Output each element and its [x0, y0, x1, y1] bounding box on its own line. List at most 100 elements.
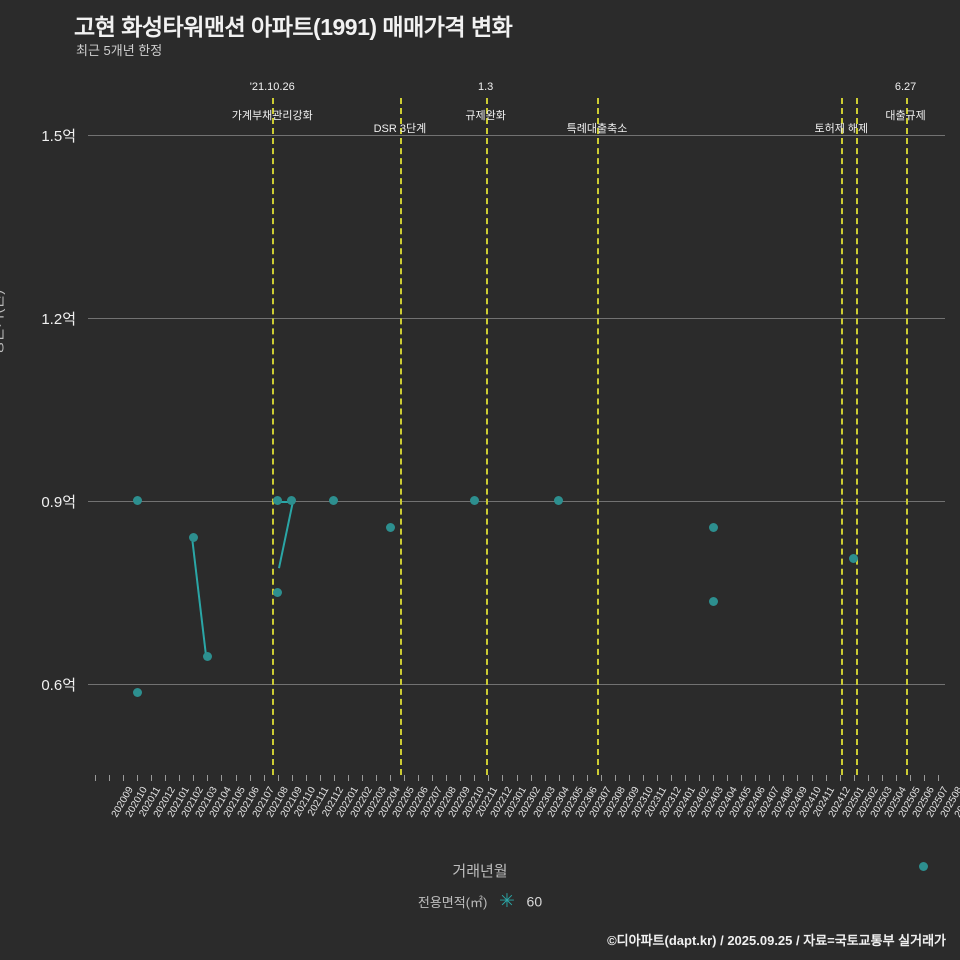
x-axis-tick [193, 775, 195, 781]
x-axis-tick [671, 775, 673, 781]
y-axis-tick-label: 0.6억 [41, 676, 76, 694]
x-axis-tick [741, 775, 743, 781]
x-axis-tick [235, 775, 237, 781]
x-axis-tick [319, 775, 321, 781]
legend-value: 60 [526, 893, 543, 910]
event-label-bottom: 토허제 해제 [814, 123, 869, 135]
x-axis-title: 거래년월 [452, 863, 508, 880]
x-axis-tick [797, 775, 799, 781]
legend: 전용면적(㎡) ✳ 60 [0, 892, 960, 911]
data-point[interactable] [329, 496, 339, 506]
x-axis-tick [811, 775, 813, 781]
x-axis-tick [530, 775, 532, 781]
x-axis-tick [614, 775, 616, 781]
series-line-segment [277, 500, 294, 569]
y-axis-tick-label: 0.9억 [41, 493, 76, 511]
y-axis-tick-label: 1.2억 [41, 310, 76, 328]
data-point[interactable] [132, 496, 142, 506]
x-axis-tick [95, 775, 97, 781]
data-point[interactable] [202, 651, 212, 661]
data-point[interactable] [273, 496, 283, 506]
event-label-bottom: 규제완화 [465, 110, 506, 122]
x-axis-tick [432, 775, 434, 781]
event-line-event-5 [841, 98, 844, 775]
event-line-event-4 [597, 98, 600, 775]
x-axis-tick [502, 775, 504, 781]
data-point[interactable] [132, 688, 142, 698]
event-label-bottom: 특례대출축소 [566, 123, 628, 135]
x-axis-tick [137, 775, 139, 781]
x-axis-tick [404, 775, 406, 781]
x-axis-tick [937, 775, 939, 781]
x-axis-tick [277, 775, 279, 781]
x-axis-tick [151, 775, 153, 781]
event-label-top: 1.3 [477, 81, 494, 93]
data-point[interactable] [554, 496, 564, 506]
event-label-bottom: 가계부채관리강화 [231, 110, 313, 122]
x-axis-tick [628, 775, 630, 781]
x-axis-tick [642, 775, 644, 781]
x-axis-tick [656, 775, 658, 781]
x-axis-tick [825, 775, 827, 781]
data-point[interactable] [708, 523, 718, 533]
x-axis-tick [839, 775, 841, 781]
x-axis-tick [446, 775, 448, 781]
x-axis-tick [474, 775, 476, 781]
x-axis-tick [895, 775, 897, 781]
x-axis-tick [249, 775, 251, 781]
data-point[interactable] [287, 496, 297, 506]
x-axis-tick [263, 775, 265, 781]
event-line-event-6 [855, 98, 858, 775]
x-axis-tick [544, 775, 546, 781]
event-line-event-1 [272, 98, 275, 775]
x-axis-tick [460, 775, 462, 781]
x-axis-tick [572, 775, 574, 781]
series-line-segment [277, 500, 292, 503]
x-axis-tick [783, 775, 785, 781]
x-axis-tick [867, 775, 869, 781]
x-axis-tick [165, 775, 167, 781]
event-label-top: '21.10.26 [249, 81, 295, 93]
x-axis-tick [291, 775, 293, 781]
event-line-event-3 [485, 98, 488, 775]
data-point[interactable] [849, 553, 859, 563]
event-line-event-7 [905, 98, 908, 775]
x-axis-tick [207, 775, 209, 781]
data-point[interactable] [385, 523, 395, 533]
event-label-top: 6.27 [894, 81, 917, 93]
x-axis-tick [305, 775, 307, 781]
x-axis-tick [586, 775, 588, 781]
page-subtitle: 최근 5개년 한정 [76, 43, 163, 58]
y-gridline [88, 317, 945, 319]
x-axis-tick [881, 775, 883, 781]
x-axis-tick [109, 775, 111, 781]
event-line-event-2 [399, 98, 402, 775]
x-axis-tick [685, 775, 687, 781]
x-axis-tick [179, 775, 181, 781]
footer-credit: ©디아파트(dapt.kr) / 2025.09.25 / 자료=국토교통부 실… [607, 933, 946, 948]
x-axis-tick [727, 775, 729, 781]
x-axis-tick [347, 775, 349, 781]
data-point[interactable] [188, 532, 198, 542]
data-point[interactable] [919, 861, 929, 871]
event-label-bottom: DSR 3단계 [373, 123, 427, 135]
x-axis-tick [853, 775, 855, 781]
x-axis-tick [713, 775, 715, 781]
y-gridline [88, 500, 945, 502]
x-axis-tick [361, 775, 363, 781]
x-axis-tick [123, 775, 125, 781]
data-point[interactable] [273, 587, 283, 597]
x-axis-tick [516, 775, 518, 781]
page-title: 고현 화성타워맨션 아파트(1991) 매매가격 변화 [74, 14, 513, 40]
series-line-segment [191, 537, 208, 657]
data-point[interactable] [708, 596, 718, 606]
x-axis-tick [558, 775, 560, 781]
y-gridline [88, 683, 945, 685]
x-axis-tick [923, 775, 925, 781]
data-point[interactable] [469, 496, 479, 506]
x-axis-tick [755, 775, 757, 781]
x-axis-tick [390, 775, 392, 781]
x-axis-tick [488, 775, 490, 781]
x-axis-tick [699, 775, 701, 781]
legend-marker-icon: ✳ [499, 891, 515, 912]
